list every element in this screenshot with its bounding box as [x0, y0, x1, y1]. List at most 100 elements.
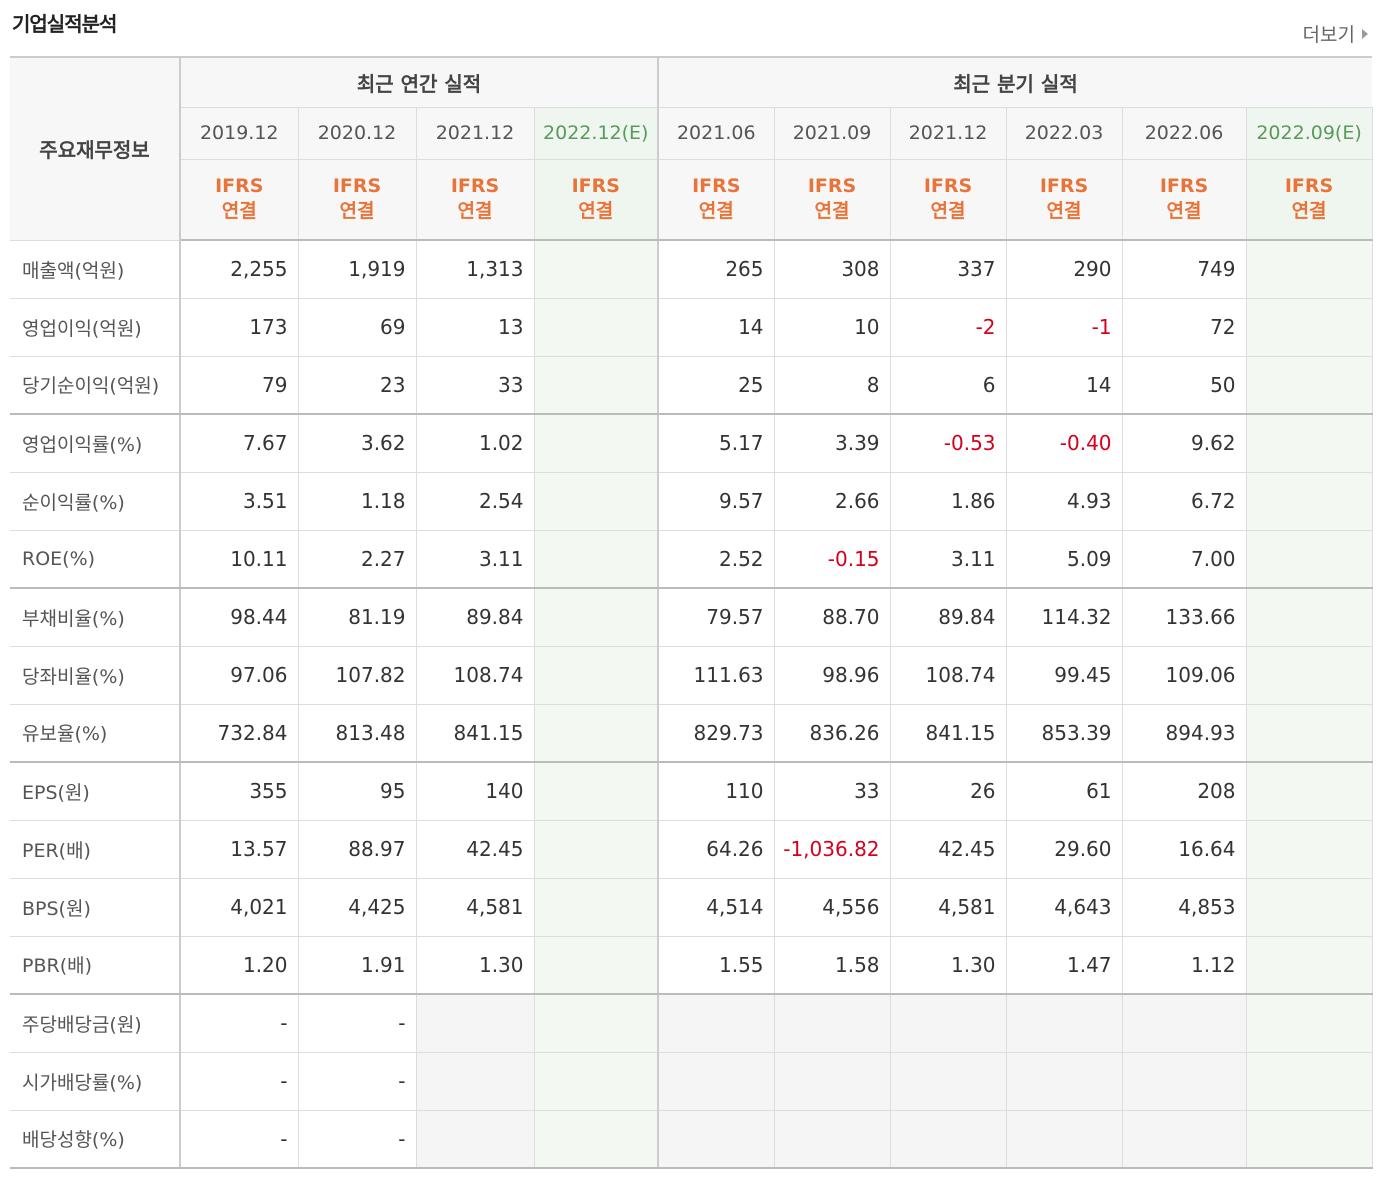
row-label: 매출액(억원) [10, 240, 181, 299]
value-cell: 9.57 [658, 472, 775, 531]
value-cell [534, 472, 660, 531]
period-date: 2021.12 [908, 122, 988, 144]
value-cell: 13.57 [180, 820, 299, 879]
row-label: PER(배) [10, 820, 181, 879]
value-cell: 81.19 [298, 588, 417, 647]
standard-label: IFRS [807, 175, 857, 198]
value-cell: 98.96 [774, 646, 891, 705]
accounting-standard: IFRS 연결 [1122, 159, 1247, 241]
value-cell [534, 878, 660, 937]
value-cell: 1.30 [416, 936, 535, 995]
row-label: PBR(배) [10, 936, 181, 995]
period-date: 2022.03 [1024, 122, 1104, 144]
financial-table: 주요재무정보 최근 연간 실적 최근 분기 실적 2019.12 2020.12 2… [10, 56, 1373, 1169]
value-cell: 1.20 [180, 936, 299, 995]
period-date: 2021.06 [676, 122, 756, 144]
period-header: 2020.12 [298, 107, 417, 160]
value-cell [1246, 936, 1373, 995]
row-label: 배당성향(%) [10, 1110, 181, 1169]
value-cell: 99.45 [1006, 646, 1123, 705]
value-cell: 25 [658, 356, 775, 415]
value-cell: 1.86 [890, 472, 1007, 531]
table-row: PBR(배) 1.20 1.91 1.30 1.55 1.58 1.30 1.47 1.12 [10, 936, 1373, 995]
value-cell: 42.45 [890, 820, 1007, 879]
value-cell [1246, 704, 1373, 763]
quarter-group-header: 최근 분기 실적 [658, 56, 1373, 108]
value-cell [534, 414, 660, 473]
value-cell [1246, 646, 1373, 705]
row-label: ROE(%) [10, 530, 181, 589]
row-label: 당기순이익(억원) [10, 356, 181, 415]
consolidation-label: 연결 [457, 200, 493, 223]
value-cell: 4,425 [298, 878, 417, 937]
accounting-standard: IFRS 연결 [1006, 159, 1123, 241]
value-cell [1006, 994, 1123, 1053]
value-cell: - [180, 1052, 299, 1111]
consolidation-label: 연결 [1166, 200, 1202, 223]
consolidation-label: 연결 [698, 200, 734, 223]
value-cell: 836.26 [774, 704, 891, 763]
period-header: 2021.09 [774, 107, 891, 160]
value-cell: 109.06 [1122, 646, 1247, 705]
table-row: 시가배당률(%) - - [10, 1052, 1373, 1111]
value-cell [534, 646, 660, 705]
value-cell: 2.27 [298, 530, 417, 589]
value-cell: 88.97 [298, 820, 417, 879]
value-cell: - [298, 1110, 417, 1169]
consolidation-label: 연결 [1291, 200, 1327, 223]
value-cell: 894.93 [1122, 704, 1247, 763]
value-cell: 1.30 [890, 936, 1007, 995]
period-header: 2021.06 [658, 107, 775, 160]
value-cell [534, 704, 660, 763]
value-cell: - [180, 994, 299, 1053]
value-cell: 8 [774, 356, 891, 415]
value-cell [1006, 1052, 1123, 1111]
value-cell [1246, 356, 1373, 415]
value-cell: 33 [416, 356, 535, 415]
value-cell: 140 [416, 762, 535, 821]
value-cell [534, 356, 660, 415]
value-cell: 7.00 [1122, 530, 1247, 589]
value-cell: 4,021 [180, 878, 299, 937]
period-date: 2022.12 [543, 122, 622, 144]
accounting-standard: IFRS 연결 [298, 159, 417, 241]
consolidation-label: 연결 [578, 200, 614, 223]
value-cell [1006, 1110, 1123, 1169]
value-cell: 829.73 [658, 704, 775, 763]
value-cell: 853.39 [1006, 704, 1123, 763]
value-cell: 2.52 [658, 530, 775, 589]
row-label: 영업이익(억원) [10, 298, 181, 357]
value-cell: 2,255 [180, 240, 299, 299]
table-row: ROE(%) 10.11 2.27 3.11 2.52 -0.15 3.11 5.09 7.00 [10, 530, 1373, 589]
more-link[interactable]: 더보기 [1303, 20, 1368, 47]
table-row: BPS(원) 4,021 4,425 4,581 4,514 4,556 4,581 4,64… [10, 878, 1373, 937]
value-cell: 265 [658, 240, 775, 299]
period-date: 2022.09 [1256, 122, 1335, 144]
value-cell: 1.18 [298, 472, 417, 531]
value-cell: 108.74 [416, 646, 535, 705]
value-cell: -1 [1006, 298, 1123, 357]
value-cell: 110 [658, 762, 775, 821]
value-cell [658, 994, 775, 1053]
value-cell: 4,643 [1006, 878, 1123, 937]
row-label: 영업이익률(%) [10, 414, 181, 473]
row-label: 유보율(%) [10, 704, 181, 763]
value-cell: 337 [890, 240, 1007, 299]
period-header: 2019.12 [180, 107, 299, 160]
value-cell [774, 1110, 891, 1169]
value-cell: 3.62 [298, 414, 417, 473]
value-cell: 1,919 [298, 240, 417, 299]
value-cell: 4,514 [658, 878, 775, 937]
value-cell: 95 [298, 762, 417, 821]
value-cell [534, 530, 660, 589]
value-cell [534, 936, 660, 995]
value-cell [416, 1052, 535, 1111]
period-date: 2021.12 [435, 122, 515, 144]
period-date: 2021.09 [792, 122, 872, 144]
period-header: 2021.12 [890, 107, 1007, 160]
row-label: 당좌비율(%) [10, 646, 181, 705]
consolidation-label: 연결 [1046, 200, 1082, 223]
standard-label: IFRS [450, 175, 500, 198]
value-cell [1246, 414, 1373, 473]
value-cell: 79 [180, 356, 299, 415]
